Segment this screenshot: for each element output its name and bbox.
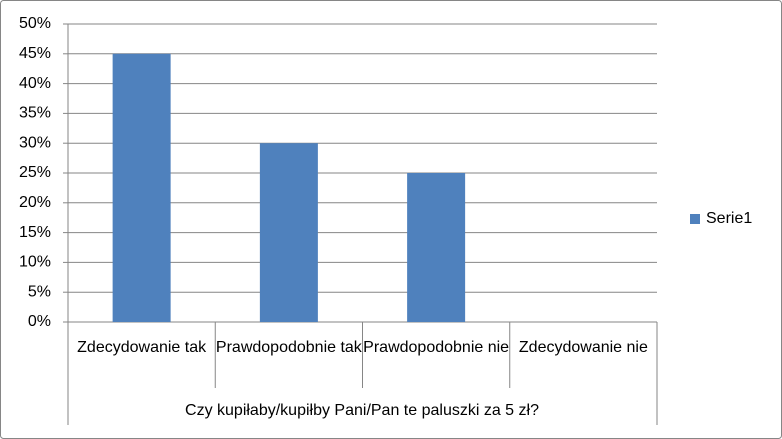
y-tick-label: 0% bbox=[28, 313, 51, 330]
y-tick-label: 25% bbox=[19, 164, 51, 181]
legend-swatch bbox=[690, 214, 700, 224]
x-axis-title: Czy kupiłaby/kupiłby Pani/Pan te paluszk… bbox=[185, 402, 539, 419]
bar bbox=[407, 173, 466, 322]
x-tick-label: Zdecydowanie nie bbox=[518, 339, 648, 356]
x-tick-label: Prawdopodobnie nie bbox=[363, 339, 510, 356]
y-tick-label: 20% bbox=[19, 194, 51, 211]
y-tick-label: 35% bbox=[19, 105, 51, 122]
y-tick-label: 45% bbox=[19, 45, 51, 62]
bar bbox=[259, 143, 318, 322]
x-tick-label: Prawdopodobnie tak bbox=[215, 339, 362, 356]
y-tick-label: 10% bbox=[19, 254, 51, 271]
y-tick-label: 50% bbox=[19, 15, 51, 32]
legend-label: Serie1 bbox=[706, 210, 752, 227]
bar bbox=[112, 53, 171, 323]
x-tick-label: Zdecydowanie tak bbox=[77, 339, 207, 356]
y-tick-label: 30% bbox=[19, 134, 51, 151]
y-tick-label: 5% bbox=[28, 283, 51, 300]
y-tick-label: 40% bbox=[19, 75, 51, 92]
y-tick-label: 15% bbox=[19, 224, 51, 241]
